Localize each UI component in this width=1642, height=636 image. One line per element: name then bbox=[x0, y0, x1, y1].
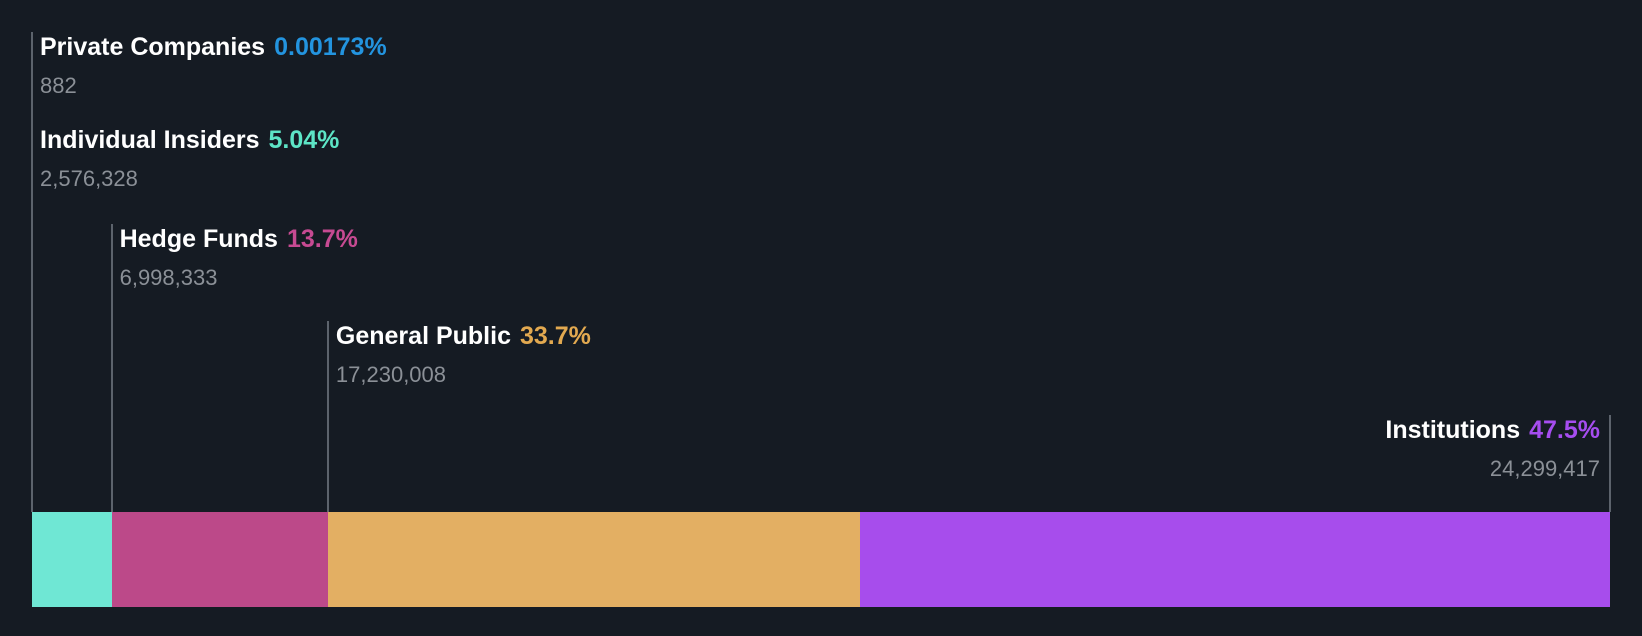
percentage-value: 13.7% bbox=[286, 225, 358, 253]
category-label-line: Hedge Funds 13.7% bbox=[120, 225, 358, 253]
stacked-ownership-bar bbox=[32, 512, 1610, 607]
category-label-line: Individual Insiders 5.04% bbox=[40, 126, 339, 154]
share-count: 17,230,008 bbox=[335, 362, 447, 387]
ownership-row-hedge-funds: Hedge Funds 13.7% 6,998,333 bbox=[120, 225, 358, 290]
bar-segment-general-public[interactable] bbox=[327, 512, 860, 607]
leader-line-institutions bbox=[1609, 415, 1611, 512]
category-label: Individual Insiders bbox=[40, 126, 260, 154]
bar-segment-individual-insiders[interactable] bbox=[32, 512, 112, 607]
category-label: Private Companies bbox=[40, 33, 266, 61]
ownership-row-private-companies: Private Companies 0.00173% 882 bbox=[40, 33, 387, 98]
category-label-line: Private Companies 0.00173% bbox=[40, 33, 387, 61]
leader-line-hedge-funds bbox=[110, 224, 113, 512]
percentage-value: 47.5% bbox=[1529, 416, 1600, 444]
bar-segment-hedge-funds[interactable] bbox=[111, 512, 328, 607]
leader-line-individual-insiders bbox=[31, 125, 34, 512]
bar-segment-institutions[interactable] bbox=[859, 512, 1610, 607]
category-label: Institutions bbox=[1385, 416, 1521, 444]
percentage-value: 33.7% bbox=[519, 322, 591, 350]
share-count: 2,576,328 bbox=[40, 166, 138, 191]
category-label: General Public bbox=[335, 322, 511, 350]
leader-line-general-public bbox=[326, 321, 329, 512]
percentage-value: 5.04% bbox=[268, 126, 340, 154]
category-label-line: Institutions 47.5% bbox=[1385, 416, 1600, 444]
percentage-value: 0.00173% bbox=[274, 33, 387, 61]
category-label-line: General Public 33.7% bbox=[336, 322, 591, 350]
share-count: 6,998,333 bbox=[119, 265, 218, 290]
share-count: 24,299,417 bbox=[1489, 456, 1600, 481]
ownership-row-individual-insiders: Individual Insiders 5.04% 2,576,328 bbox=[40, 126, 339, 191]
share-count: 882 bbox=[40, 73, 77, 98]
category-label: Hedge Funds bbox=[119, 225, 278, 253]
ownership-row-institutions: Institutions 47.5% 24,299,417 bbox=[1385, 416, 1600, 481]
ownership-row-general-public: General Public 33.7% 17,230,008 bbox=[336, 322, 591, 387]
